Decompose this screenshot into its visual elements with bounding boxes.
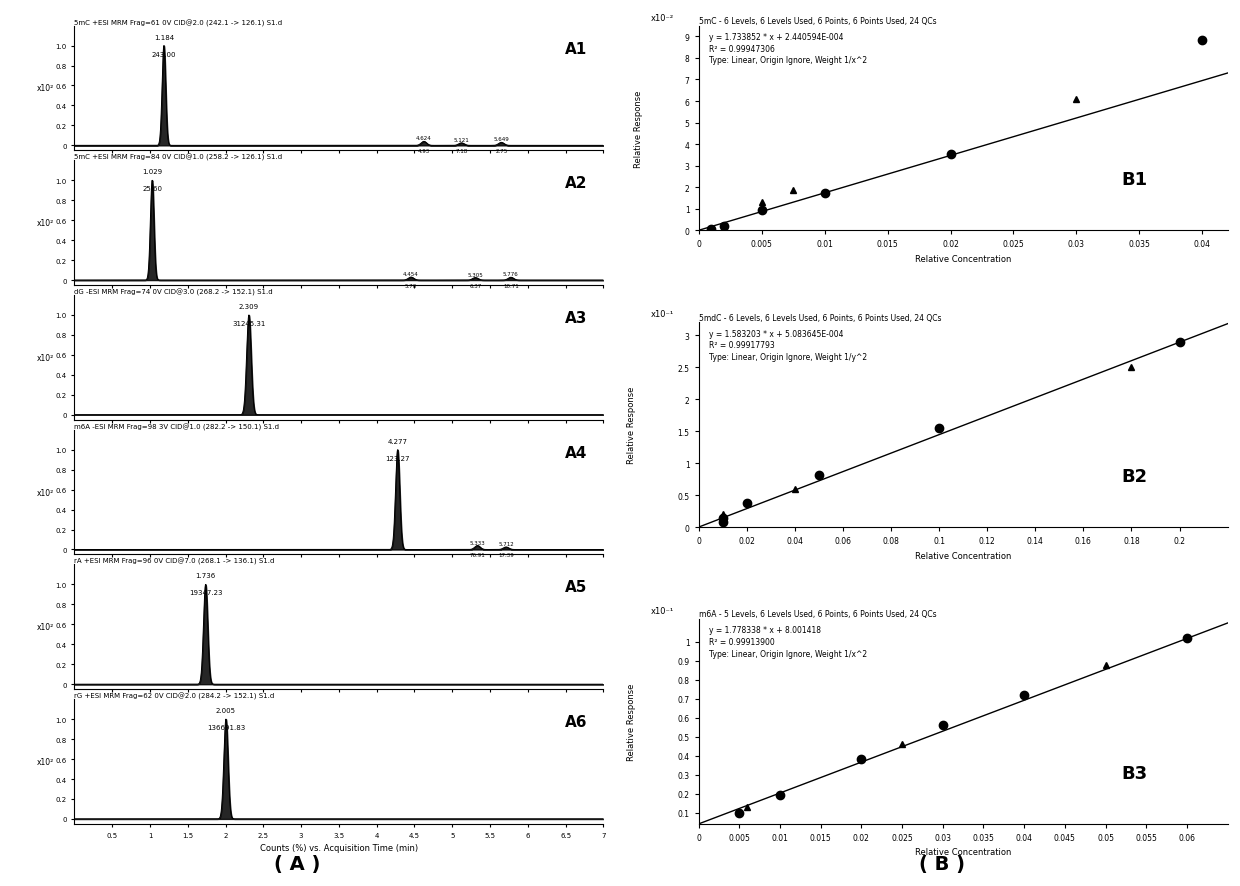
X-axis label: Relative Concentration: Relative Concentration	[915, 848, 1012, 857]
Text: m6A -ESI MRM Frag=98 3V CID@1.0 (282.2 -> 150.1) S1.d: m6A -ESI MRM Frag=98 3V CID@1.0 (282.2 -…	[74, 423, 279, 431]
Text: x10⁻¹: x10⁻¹	[651, 310, 675, 319]
X-axis label: Relative Concentration: Relative Concentration	[915, 551, 1012, 560]
Y-axis label: x10²: x10²	[37, 623, 55, 632]
Text: 76.91: 76.91	[470, 553, 485, 558]
X-axis label: Counts (%) vs. Acquisition Time (min): Counts (%) vs. Acquisition Time (min)	[260, 843, 418, 852]
Text: A5: A5	[565, 579, 588, 595]
Text: 4.93: 4.93	[418, 149, 430, 154]
Text: B1: B1	[1122, 171, 1148, 189]
Text: A4: A4	[565, 445, 588, 460]
Text: A6: A6	[565, 714, 588, 729]
Text: B2: B2	[1122, 468, 1148, 486]
Text: 5mC +ESI MRM Frag=84 0V CID@1.0 (258.2 -> 126.1) S1.d: 5mC +ESI MRM Frag=84 0V CID@1.0 (258.2 -…	[74, 154, 283, 161]
X-axis label: Relative Concentration: Relative Concentration	[915, 254, 1012, 264]
Text: 5.305: 5.305	[467, 272, 484, 277]
Text: x10⁻¹: x10⁻¹	[651, 606, 675, 616]
Text: 123.27: 123.27	[386, 455, 410, 462]
Text: y = 1.778338 * x + 8.001418
R² = 0.99913900
Type: Linear, Origin Ignore, Weight : y = 1.778338 * x + 8.001418 R² = 0.99913…	[709, 626, 867, 658]
Text: 5.649: 5.649	[494, 137, 510, 143]
Text: m6A - 5 Levels, 6 Levels Used, 6 Points, 6 Points Used, 24 QCs: m6A - 5 Levels, 6 Levels Used, 6 Points,…	[698, 610, 936, 618]
Text: 5.121: 5.121	[454, 137, 469, 143]
Y-axis label: Relative Response: Relative Response	[626, 683, 636, 760]
Text: x10⁻²: x10⁻²	[651, 13, 675, 22]
Text: B3: B3	[1122, 764, 1148, 781]
Text: 2.005: 2.005	[216, 707, 236, 713]
Text: ( B ): ( B )	[919, 854, 966, 874]
Text: 136691.83: 136691.83	[207, 724, 246, 730]
Y-axis label: x10²: x10²	[37, 488, 55, 497]
Text: 2.309: 2.309	[239, 304, 259, 310]
Text: 2.75: 2.75	[495, 149, 507, 154]
Text: y = 1.733852 * x + 2.440594E-004
R² = 0.99947306
Type: Linear, Origin Ignore, We: y = 1.733852 * x + 2.440594E-004 R² = 0.…	[709, 33, 867, 66]
Text: A1: A1	[565, 42, 588, 57]
Text: 243.00: 243.00	[151, 51, 176, 58]
Text: 7.18: 7.18	[455, 149, 467, 154]
Text: 6.37: 6.37	[469, 284, 481, 289]
Text: 1.736: 1.736	[196, 572, 216, 579]
Text: 5.70: 5.70	[405, 284, 417, 289]
Text: rG +ESI MRM Frag=62 0V CID@2.0 (284.2 -> 152.1) S1.d: rG +ESI MRM Frag=62 0V CID@2.0 (284.2 ->…	[74, 692, 274, 699]
Text: 4.624: 4.624	[415, 136, 432, 141]
Text: 4.454: 4.454	[403, 272, 419, 276]
Text: 25.60: 25.60	[143, 186, 162, 192]
Y-axis label: x10²: x10²	[37, 354, 55, 362]
Text: 5mC +ESI MRM Frag=61 0V CID@2.0 (242.1 -> 126.1) S1.d: 5mC +ESI MRM Frag=61 0V CID@2.0 (242.1 -…	[74, 19, 283, 27]
Text: 31245.31: 31245.31	[232, 321, 265, 327]
Text: 1.029: 1.029	[143, 169, 162, 175]
Text: 5mC - 6 Levels, 6 Levels Used, 6 Points, 6 Points Used, 24 QCs: 5mC - 6 Levels, 6 Levels Used, 6 Points,…	[698, 17, 936, 26]
Text: 17.39: 17.39	[498, 553, 513, 558]
Text: 4.277: 4.277	[388, 439, 408, 444]
Text: 5.776: 5.776	[503, 272, 518, 277]
Text: A2: A2	[565, 176, 588, 191]
Text: 5.712: 5.712	[498, 541, 513, 547]
Text: 1.184: 1.184	[154, 35, 174, 41]
Text: rA +ESI MRM Frag=96 0V CID@7.0 (268.1 -> 136.1) S1.d: rA +ESI MRM Frag=96 0V CID@7.0 (268.1 ->…	[74, 557, 275, 565]
Y-axis label: x10²: x10²	[37, 219, 55, 228]
Y-axis label: x10²: x10²	[37, 84, 55, 93]
Text: ( A ): ( A )	[274, 854, 321, 874]
Text: dG -ESI MRM Frag=74 0V CID@3.0 (268.2 -> 152.1) S1.d: dG -ESI MRM Frag=74 0V CID@3.0 (268.2 ->…	[74, 289, 273, 296]
Text: 5.333: 5.333	[470, 540, 485, 545]
Y-axis label: Relative Response: Relative Response	[626, 386, 636, 464]
Y-axis label: Relative Response: Relative Response	[634, 90, 644, 167]
Y-axis label: x10²: x10²	[37, 758, 55, 766]
Text: A3: A3	[565, 311, 588, 326]
Text: 19347.23: 19347.23	[188, 590, 222, 595]
Text: 5mdC - 6 Levels, 6 Levels Used, 6 Points, 6 Points Used, 24 QCs: 5mdC - 6 Levels, 6 Levels Used, 6 Points…	[698, 314, 941, 323]
Text: y = 1.583203 * x + 5.083645E-004
R² = 0.99917793
Type: Linear, Origin Ignore, We: y = 1.583203 * x + 5.083645E-004 R² = 0.…	[709, 330, 867, 361]
Text: 10.71: 10.71	[503, 284, 518, 289]
